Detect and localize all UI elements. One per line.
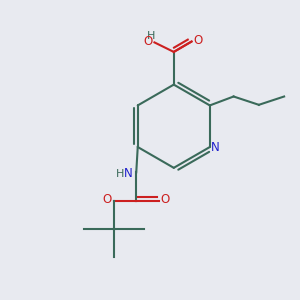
Text: H: H xyxy=(116,169,124,179)
Text: N: N xyxy=(211,140,220,154)
Text: N: N xyxy=(124,167,133,180)
Text: O: O xyxy=(193,34,202,46)
Text: O: O xyxy=(160,193,170,206)
Text: O: O xyxy=(103,193,112,206)
Text: H: H xyxy=(147,31,155,41)
Text: O: O xyxy=(143,35,152,48)
